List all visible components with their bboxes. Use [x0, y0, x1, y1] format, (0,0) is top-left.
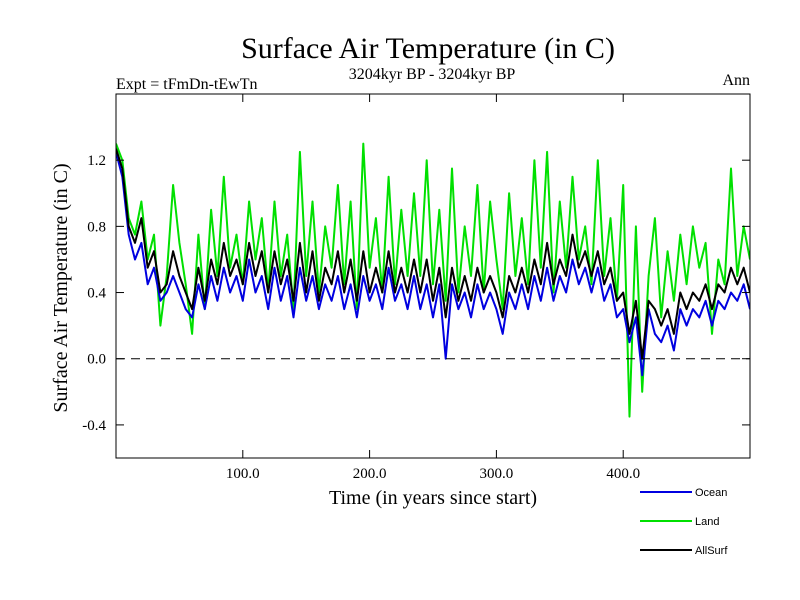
x-axis-label: Time (in years since start) — [329, 487, 537, 509]
x-tick-label: 200.0 — [353, 466, 387, 482]
legend-label-allsurf: AllSurf — [695, 545, 728, 557]
y-tick-label: 0.8 — [87, 219, 106, 235]
y-tick-label: 0.4 — [87, 286, 106, 302]
chart-subtitle-center: 3204kyr BP - 3204kyr BP — [349, 66, 516, 83]
chart-subtitle-left: Expt = tFmDn-tEwTn — [116, 76, 257, 93]
y-tick-label: -0.4 — [82, 418, 106, 434]
ticks-layer: 100.0 200.0 300.0 400.0 -0.4 0.0 0.4 0.8 1.2 — [82, 94, 750, 482]
plot-frame — [115, 93, 751, 459]
series-line-allsurf — [116, 148, 750, 360]
x-tick-label: 100.0 — [226, 466, 260, 482]
x-tick-label: 400.0 — [606, 466, 640, 482]
y-tick-label: 0.0 — [87, 352, 106, 368]
legend-label-ocean: Ocean — [695, 487, 727, 499]
y-axis-label: Surface Air Temperature (in C) — [50, 163, 72, 412]
x-tick-label: 300.0 — [480, 466, 514, 482]
chart-title: Surface Air Temperature (in C) — [241, 32, 615, 65]
y-tick-label: 1.2 — [87, 153, 106, 169]
chart-subtitle-right: Ann — [722, 72, 750, 89]
series-layer — [116, 142, 750, 418]
series-line-ocean — [116, 151, 750, 377]
legend-label-land: Land — [695, 516, 719, 528]
legend: Ocean Land AllSurf — [640, 487, 728, 557]
